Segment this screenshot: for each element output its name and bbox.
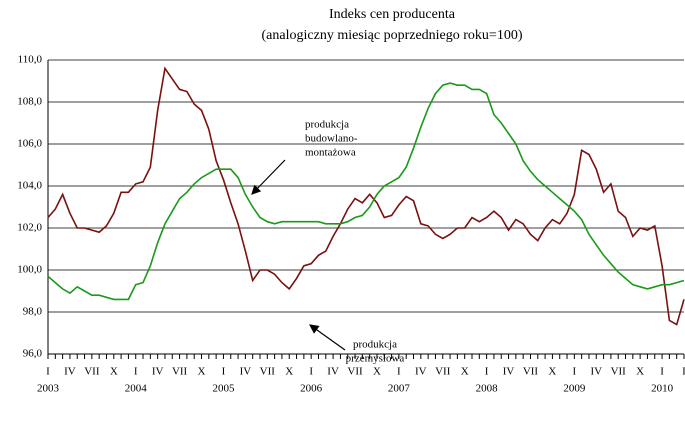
x-tick-label: VII [435, 366, 451, 378]
x-tick-label: IV [415, 366, 427, 378]
x-tick-label: IV [64, 366, 76, 378]
x-tick-label: VII [611, 366, 627, 378]
x-tick-label: I [660, 366, 664, 378]
x-tick-label: X [636, 366, 644, 378]
x-tick-label: I [134, 366, 138, 378]
x-tick-label: IV [327, 366, 339, 378]
x-tick-label: X [198, 366, 206, 378]
year-label: 2005 [212, 383, 235, 395]
x-tick-label: X [461, 366, 469, 378]
y-tick-label: 96,0 [23, 348, 43, 360]
series-line [47, 66, 685, 326]
x-tick-label: I [222, 366, 226, 378]
x-tick-label: IV [590, 366, 602, 378]
annotation-arrow [309, 324, 346, 351]
annotation: produkcja [305, 119, 349, 131]
x-tick-label: IV [503, 366, 515, 378]
x-tick-label: X [548, 366, 556, 378]
annotation-arrow [251, 159, 286, 195]
x-tick-label: X [110, 366, 118, 378]
x-tick-label: VII [523, 366, 539, 378]
y-tick-label: 110,0 [18, 54, 43, 66]
x-tick-label: I [397, 366, 401, 378]
y-tick-label: 100,0 [17, 264, 42, 276]
chart-subtitle: (analogiczny miesiąc poprzedniego roku=1… [262, 28, 523, 43]
y-tick-label: 98,0 [23, 306, 43, 318]
y-tick-label: 104,0 [17, 180, 42, 192]
year-label: 2010 [651, 383, 674, 395]
year-label: 2008 [476, 383, 499, 395]
x-tick-label: VII [347, 366, 363, 378]
series-line [47, 82, 685, 301]
x-tick-label: IV [240, 366, 252, 378]
x-tick-label: VII [172, 366, 188, 378]
x-tick-label: VII [260, 366, 276, 378]
x-tick-label: IV [152, 366, 164, 378]
x-tick-label: I [309, 366, 313, 378]
year-label: 2004 [125, 383, 148, 395]
x-tick-label: X [373, 366, 381, 378]
year-label: 2003 [37, 383, 60, 395]
chart-title: Indeks cen producenta [329, 7, 456, 22]
annotation: montażowa [305, 147, 356, 159]
year-label: 2009 [563, 383, 586, 395]
x-tick-label: I [682, 366, 685, 378]
year-label: 2007 [388, 383, 411, 395]
x-tick-label: I [46, 366, 50, 378]
annotation: produkcja [353, 339, 397, 351]
x-tick-label: I [485, 366, 489, 378]
annotation: budowlano- [305, 133, 358, 145]
year-label: 2006 [300, 383, 323, 395]
x-tick-label: X [285, 366, 293, 378]
x-tick-label: VII [84, 366, 100, 378]
annotation: przemysłowa [346, 353, 405, 365]
y-tick-label: 108,0 [17, 96, 42, 108]
y-tick-label: 106,0 [17, 138, 42, 150]
x-tick-label: I [573, 366, 577, 378]
y-tick-label: 102,0 [17, 222, 42, 234]
